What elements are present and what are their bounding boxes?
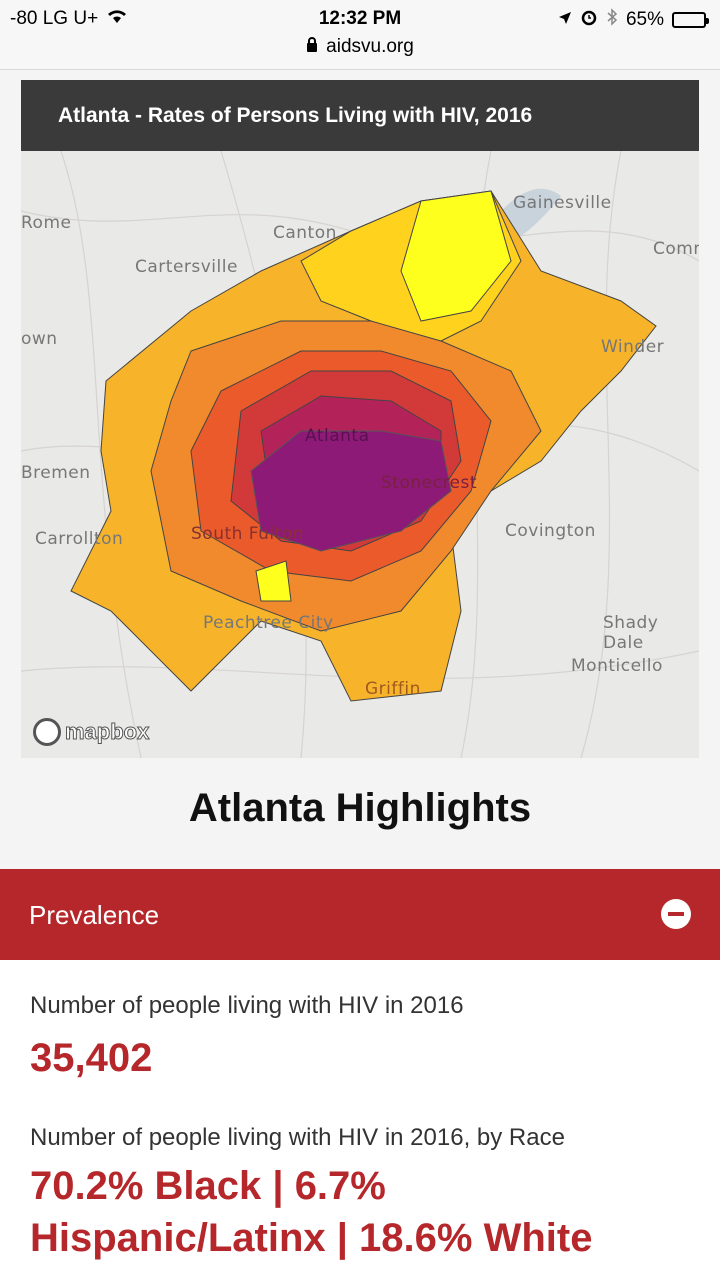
map-label-south-fulton: South Fulton bbox=[191, 524, 304, 544]
map-label-monticello: Monticello bbox=[571, 656, 663, 676]
lock-icon bbox=[306, 36, 318, 58]
map-label-winder: Winder bbox=[601, 337, 665, 357]
map-title: Atlanta - Rates of Persons Living with H… bbox=[21, 80, 699, 151]
prevalence-accordion-header[interactable]: Prevalence bbox=[0, 869, 720, 960]
map-label-peachtree-city: Peachtree City bbox=[203, 613, 334, 633]
stat-people-living-value: 35,402 bbox=[30, 1036, 153, 1080]
stat-by-race-label: Number of people living with HIV in 2016… bbox=[30, 1124, 565, 1151]
status-bar: -80 LG U+ 12:32 PM 65% aidsvu.org bbox=[0, 0, 720, 70]
battery-icon bbox=[672, 12, 709, 28]
battery-percent: 65% bbox=[625, 9, 664, 30]
alarm-icon bbox=[580, 8, 598, 32]
map-label-bremen: Bremen bbox=[21, 463, 91, 483]
mapbox-attribution: mapbox bbox=[64, 719, 150, 745]
map-label-atlanta: Atlanta bbox=[305, 426, 370, 446]
minus-circle-icon[interactable] bbox=[661, 899, 691, 929]
choropleth-map[interactable]: Gainesville Rome Canton Comm Cartersvill… bbox=[21, 150, 699, 758]
highlights-title: Atlanta Highlights bbox=[188, 786, 532, 830]
carrier-label: -80 LG U+ bbox=[10, 8, 99, 29]
mapbox-logo[interactable]: mapbox bbox=[33, 718, 150, 746]
map-label-canton: Canton bbox=[273, 223, 337, 243]
region-south-yellow bbox=[255, 560, 292, 602]
map-label-rome: Rome bbox=[21, 213, 72, 233]
map-label-cartersville: Cartersville bbox=[135, 257, 238, 277]
mapbox-icon bbox=[33, 718, 61, 746]
map-label-comm: Comm bbox=[653, 239, 699, 259]
url-text[interactable]: aidsvu.org bbox=[326, 36, 414, 57]
region-bright-yellow bbox=[400, 190, 512, 322]
map-label-shady-dale: Shady Dale bbox=[603, 613, 659, 653]
map-label-griffin: Griffin bbox=[365, 679, 421, 699]
clock: 12:32 PM bbox=[318, 8, 402, 29]
map-label-own: own bbox=[21, 329, 58, 349]
location-arrow-icon bbox=[558, 9, 572, 31]
map-card: Atlanta - Rates of Persons Living with H… bbox=[21, 80, 699, 758]
region-purple-core bbox=[250, 430, 452, 552]
stat-people-living-label: Number of people living with HIV in 2016 bbox=[30, 992, 464, 1019]
map-svg bbox=[21, 150, 699, 758]
wifi-icon bbox=[106, 8, 128, 30]
map-label-covington: Covington bbox=[505, 521, 596, 541]
map-label-carrollton: Carrollton bbox=[35, 529, 124, 549]
accordion-label: Prevalence bbox=[29, 900, 160, 930]
bluetooth-icon bbox=[606, 8, 618, 32]
map-label-stonecrest: Stonecrest bbox=[381, 473, 478, 493]
stat-by-race-value: 70.2% Black | 6.7% Hispanic/Latinx | 18.… bbox=[30, 1164, 593, 1260]
prevalence-content: Number of people living with HIV in 2016… bbox=[0, 960, 720, 1280]
map-label-gainesville: Gainesville bbox=[513, 193, 612, 213]
